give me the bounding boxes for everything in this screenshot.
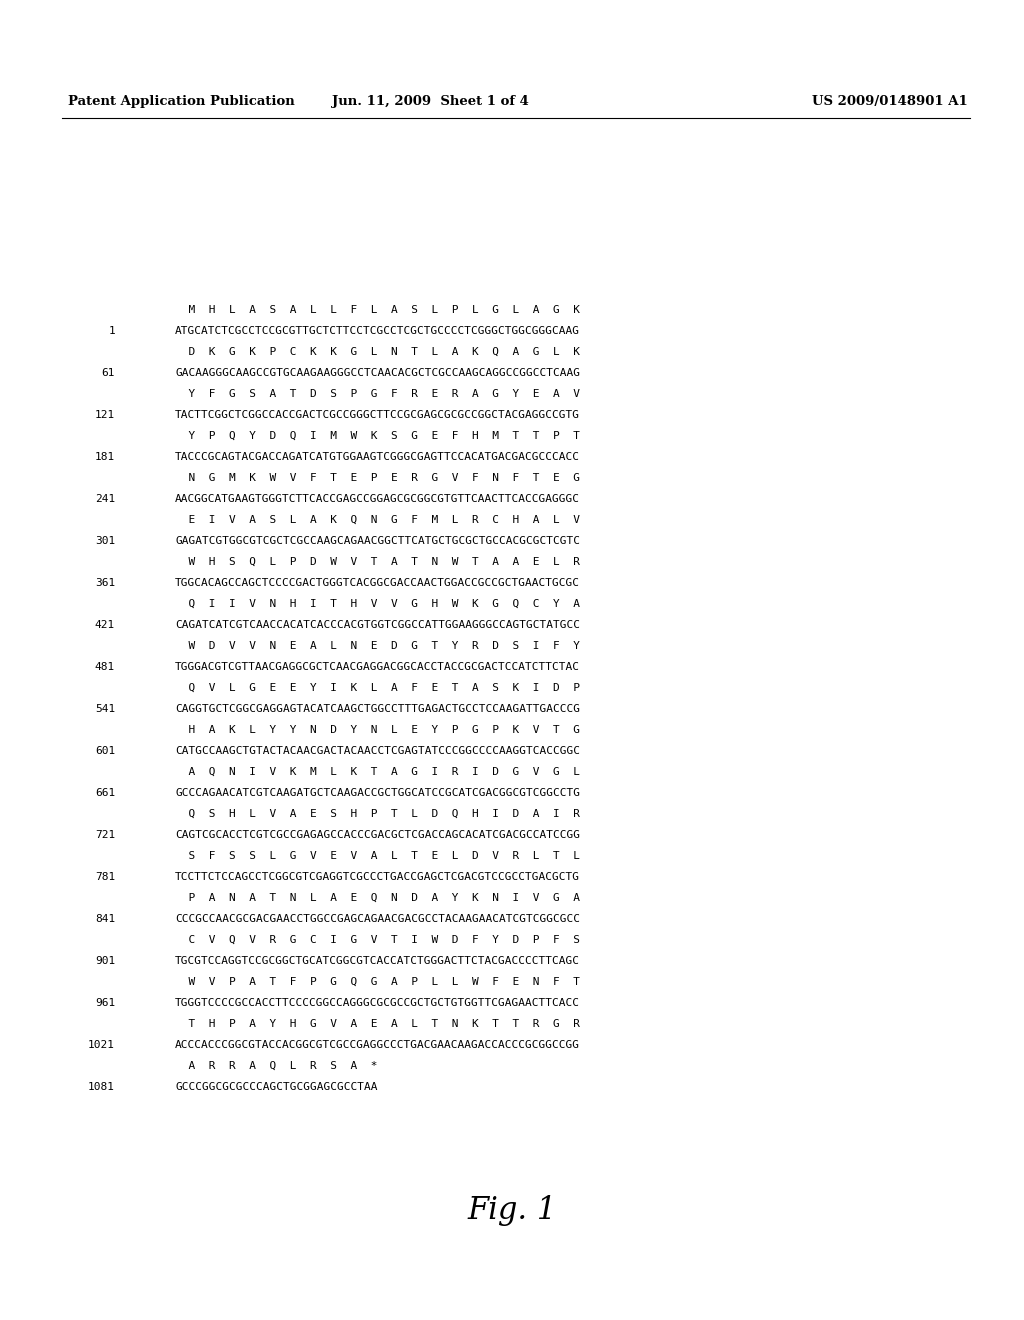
Text: AACGGCATGAAGTGGGTCTTCACCGAGCCGGAGCGCGGCGTGTTCAACTTCACCGAGGGC: AACGGCATGAAGTGGGTCTTCACCGAGCCGGAGCGCGGCG… <box>175 494 580 504</box>
Text: 361: 361 <box>95 578 115 587</box>
Text: TACCCGCAGTACGACCAGATCATGTGGAAGTCGGGCGAGTTCCACATGACGACGCCCACC: TACCCGCAGTACGACCAGATCATGTGGAAGTCGGGCGAGT… <box>175 451 580 462</box>
Text: CATGCCAAGCTGTACTACAACGACTACAACCTCGAGTATCCCGGCCCCAAGGTCACCGGC: CATGCCAAGCTGTACTACAACGACTACAACCTCGAGTATC… <box>175 746 580 756</box>
Text: GCCCGGCGCGCCCAGCTGCGGAGCGCCTAA: GCCCGGCGCGCCCAGCTGCGGAGCGCCTAA <box>175 1082 378 1092</box>
Text: M  H  L  A  S  A  L  L  F  L  A  S  L  P  L  G  L  A  G  K: M H L A S A L L F L A S L P L G L A G K <box>175 305 580 315</box>
Text: A  Q  N  I  V  K  M  L  K  T  A  G  I  R  I  D  G  V  G  L: A Q N I V K M L K T A G I R I D G V G L <box>175 767 580 777</box>
Text: E  I  V  A  S  L  A  K  Q  N  G  F  M  L  R  C  H  A  L  V: E I V A S L A K Q N G F M L R C H A L V <box>175 515 580 525</box>
Text: 421: 421 <box>95 620 115 630</box>
Text: 1: 1 <box>109 326 115 337</box>
Text: GACAAGGGCAAGCCGTGCAAGAAGGGCCTCAACACGCTCGCCAAGCAGGCCGGCCTCAAG: GACAAGGGCAAGCCGTGCAAGAAGGGCCTCAACACGCTCG… <box>175 368 580 378</box>
Text: P  A  N  A  T  N  L  A  E  Q  N  D  A  Y  K  N  I  V  G  A: P A N A T N L A E Q N D A Y K N I V G A <box>175 894 580 903</box>
Text: N  G  M  K  W  V  F  T  E  P  E  R  G  V  F  N  F  T  E  G: N G M K W V F T E P E R G V F N F T E G <box>175 473 580 483</box>
Text: T  H  P  A  Y  H  G  V  A  E  A  L  T  N  K  T  T  R  G  R: T H P A Y H G V A E A L T N K T T R G R <box>175 1019 580 1030</box>
Text: Q  I  I  V  N  H  I  T  H  V  V  G  H  W  K  G  Q  C  Y  A: Q I I V N H I T H V V G H W K G Q C Y A <box>175 599 580 609</box>
Text: H  A  K  L  Y  Y  N  D  Y  N  L  E  Y  P  G  P  K  V  T  G: H A K L Y Y N D Y N L E Y P G P K V T G <box>175 725 580 735</box>
Text: 1081: 1081 <box>88 1082 115 1092</box>
Text: A  R  R  A  Q  L  R  S  A  *: A R R A Q L R S A * <box>175 1061 378 1071</box>
Text: W  V  P  A  T  F  P  G  Q  G  A  P  L  L  W  F  E  N  F  T: W V P A T F P G Q G A P L L W F E N F T <box>175 977 580 987</box>
Text: 781: 781 <box>95 873 115 882</box>
Text: 1021: 1021 <box>88 1040 115 1049</box>
Text: 961: 961 <box>95 998 115 1008</box>
Text: 241: 241 <box>95 494 115 504</box>
Text: TGGGTCCCCGCCACCTTCCCCGGCCAGGGCGCGCCGCTGCTGTGGTTCGAGAACTTCACC: TGGGTCCCCGCCACCTTCCCCGGCCAGGGCGCGCCGCTGC… <box>175 998 580 1008</box>
Text: D  K  G  K  P  C  K  K  G  L  N  T  L  A  K  Q  A  G  L  K: D K G K P C K K G L N T L A K Q A G L K <box>175 347 580 356</box>
Text: Y  F  G  S  A  T  D  S  P  G  F  R  E  R  A  G  Y  E  A  V: Y F G S A T D S P G F R E R A G Y E A V <box>175 389 580 399</box>
Text: 721: 721 <box>95 830 115 840</box>
Text: CCCGCCAACGCGACGAACCTGGCCGAGCAGAACGACGCCTACAAGAACATCGTCGGCGCC: CCCGCCAACGCGACGAACCTGGCCGAGCAGAACGACGCCT… <box>175 913 580 924</box>
Text: TCCTTCTCCAGCCTCGGCGTCGAGGTCGCCCTGACCGAGCTCGACGTCCGCCTGACGCTG: TCCTTCTCCAGCCTCGGCGTCGAGGTCGCCCTGACCGAGC… <box>175 873 580 882</box>
Text: 841: 841 <box>95 913 115 924</box>
Text: Y  P  Q  Y  D  Q  I  M  W  K  S  G  E  F  H  M  T  T  P  T: Y P Q Y D Q I M W K S G E F H M T T P T <box>175 432 580 441</box>
Text: W  H  S  Q  L  P  D  W  V  T  A  T  N  W  T  A  A  E  L  R: W H S Q L P D W V T A T N W T A A E L R <box>175 557 580 568</box>
Text: W  D  V  V  N  E  A  L  N  E  D  G  T  Y  R  D  S  I  F  Y: W D V V N E A L N E D G T Y R D S I F Y <box>175 642 580 651</box>
Text: Q  V  L  G  E  E  Y  I  K  L  A  F  E  T  A  S  K  I  D  P: Q V L G E E Y I K L A F E T A S K I D P <box>175 682 580 693</box>
Text: 181: 181 <box>95 451 115 462</box>
Text: C  V  Q  V  R  G  C  I  G  V  T  I  W  D  F  Y  D  P  F  S: C V Q V R G C I G V T I W D F Y D P F S <box>175 935 580 945</box>
Text: Fig. 1: Fig. 1 <box>467 1195 557 1226</box>
Text: 901: 901 <box>95 956 115 966</box>
Text: CAGGTGCTCGGCGAGGAGTACATCAAGCTGGCCTTTGAGACTGCCTCCAAGATTGACCCG: CAGGTGCTCGGCGAGGAGTACATCAAGCTGGCCTTTGAGA… <box>175 704 580 714</box>
Text: 481: 481 <box>95 663 115 672</box>
Text: ACCCACCCGGCGTACCACGGCGTCGCCGAGGCCCTGACGAACAAGACCACCCGCGGCCGG: ACCCACCCGGCGTACCACGGCGTCGCCGAGGCCCTGACGA… <box>175 1040 580 1049</box>
Text: TACTTCGGCTCGGCCACCGACTCGCCGGGCTTCCGCGAGCGCGCCGGCTACGAGGCCGTG: TACTTCGGCTCGGCCACCGACTCGCCGGGCTTCCGCGAGC… <box>175 411 580 420</box>
Text: Jun. 11, 2009  Sheet 1 of 4: Jun. 11, 2009 Sheet 1 of 4 <box>332 95 528 108</box>
Text: S  F  S  S  L  G  V  E  V  A  L  T  E  L  D  V  R  L  T  L: S F S S L G V E V A L T E L D V R L T L <box>175 851 580 861</box>
Text: TGCGTCCAGGTCCGCGGCTGCATCGGCGTCACCATCTGGGACTTCTACGACCCCTTCAGC: TGCGTCCAGGTCCGCGGCTGCATCGGCGTCACCATCTGGG… <box>175 956 580 966</box>
Text: TGGCACAGCCAGCTCCCCGACTGGGTCACGGCGACCAACTGGACCGCCGCTGAACTGCGC: TGGCACAGCCAGCTCCCCGACTGGGTCACGGCGACCAACT… <box>175 578 580 587</box>
Text: CAGTCGCACCTCGTCGCCGAGAGCCACCCGACGCTCGACCAGCACATCGACGCCATCCGG: CAGTCGCACCTCGTCGCCGAGAGCCACCCGACGCTCGACC… <box>175 830 580 840</box>
Text: 61: 61 <box>101 368 115 378</box>
Text: GAGATCGTGGCGTCGCTCGCCAAGCAGAACGGCTTCATGCTGCGCTGCCACGCGCTCGTC: GAGATCGTGGCGTCGCTCGCCAAGCAGAACGGCTTCATGC… <box>175 536 580 546</box>
Text: Patent Application Publication: Patent Application Publication <box>68 95 295 108</box>
Text: CAGATCATCGTCAACCACATCACCCACGTGGTCGGCCATTGGAAGGGCCAGTGCTATGCC: CAGATCATCGTCAACCACATCACCCACGTGGTCGGCCATT… <box>175 620 580 630</box>
Text: Q  S  H  L  V  A  E  S  H  P  T  L  D  Q  H  I  D  A  I  R: Q S H L V A E S H P T L D Q H I D A I R <box>175 809 580 818</box>
Text: ATGCATCTCGCCTCCGCGTTGCTCTTCCTCGCCTCGCTGCCCCTCGGGCTGGCGGGCAAG: ATGCATCTCGCCTCCGCGTTGCTCTTCCTCGCCTCGCTGC… <box>175 326 580 337</box>
Text: GCCCAGAACATCGTCAAGATGCTCAAGACCGCTGGCATCCGCATCGACGGCGTCGGCCTG: GCCCAGAACATCGTCAAGATGCTCAAGACCGCTGGCATCC… <box>175 788 580 799</box>
Text: 541: 541 <box>95 704 115 714</box>
Text: TGGGACGTCGTTAACGAGGCGCTCAACGAGGACGGCACCTACCGCGACTCCATCTTCTAC: TGGGACGTCGTTAACGAGGCGCTCAACGAGGACGGCACCT… <box>175 663 580 672</box>
Text: 661: 661 <box>95 788 115 799</box>
Text: 601: 601 <box>95 746 115 756</box>
Text: 121: 121 <box>95 411 115 420</box>
Text: US 2009/0148901 A1: US 2009/0148901 A1 <box>812 95 968 108</box>
Text: 301: 301 <box>95 536 115 546</box>
